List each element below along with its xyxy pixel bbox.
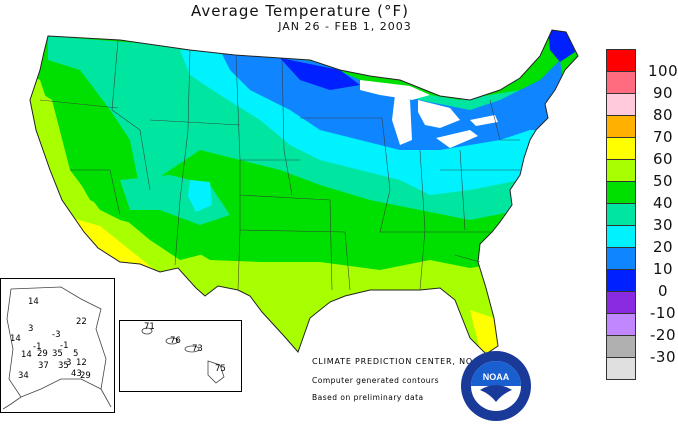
legend-label: 70 bbox=[652, 128, 674, 146]
alaska-label-10: 5 bbox=[73, 349, 79, 359]
hawaii-islands bbox=[141, 327, 225, 384]
hawaii-label-3: 73 bbox=[192, 344, 203, 354]
legend-label: -10 bbox=[650, 304, 676, 322]
legend-label: 20 bbox=[652, 238, 674, 256]
alaska-label-9: 35 bbox=[52, 349, 63, 359]
hawaii-inset bbox=[119, 320, 242, 392]
alaska-label-6: -1 bbox=[33, 342, 42, 352]
alaska-label-1: 14 bbox=[28, 297, 39, 307]
alaska-label-12: 3 bbox=[66, 358, 72, 368]
map-title: Average Temperature (°F) bbox=[191, 2, 409, 20]
legend-label: 50 bbox=[652, 172, 674, 190]
legend-label: 60 bbox=[652, 150, 674, 168]
legend-label: 10 bbox=[652, 260, 674, 278]
alaska-label-7: 14 bbox=[21, 350, 32, 360]
legend-swatch bbox=[606, 225, 636, 248]
legend-swatch bbox=[606, 357, 636, 380]
alaska-label-5: 14 bbox=[10, 334, 21, 344]
legend-label: -20 bbox=[650, 326, 676, 344]
legend-swatch bbox=[606, 159, 636, 182]
legend-swatch bbox=[606, 203, 636, 226]
legend-label: -30 bbox=[650, 348, 676, 366]
map-subtitle: JAN 26 - FEB 1, 2003 bbox=[278, 20, 412, 33]
alaska-label-16: 43 bbox=[71, 369, 82, 379]
alaska-label-11: -1 bbox=[60, 341, 69, 351]
alaska-label-4: -3 bbox=[52, 330, 61, 340]
legend-swatch bbox=[606, 313, 636, 336]
legend-swatch bbox=[606, 291, 636, 314]
legend-swatch bbox=[606, 71, 636, 94]
legend-swatch bbox=[606, 335, 636, 358]
alaska-label-15: 35 bbox=[58, 361, 69, 371]
legend-swatch bbox=[606, 137, 636, 160]
hawaii-label-4: 75 bbox=[215, 364, 226, 374]
hawaii-label-1: 71 bbox=[144, 322, 155, 332]
legend-label: 100 bbox=[648, 62, 678, 80]
legend-label: 30 bbox=[652, 216, 674, 234]
alaska-label-3: 3 bbox=[28, 324, 34, 334]
alaska-label-18: 29 bbox=[80, 371, 91, 381]
legend-label: 0 bbox=[657, 282, 669, 300]
noaa-logo: NOAA bbox=[461, 351, 531, 421]
alaska-label-8: 29 bbox=[37, 349, 48, 359]
legend-swatch bbox=[606, 269, 636, 292]
alaska-label-2: 22 bbox=[76, 317, 87, 327]
alaska-outline bbox=[2, 286, 112, 410]
alaska-inset bbox=[0, 278, 115, 413]
legend-swatch bbox=[606, 49, 636, 72]
legend-label: 40 bbox=[652, 194, 674, 212]
noaa-logo-text: NOAA bbox=[483, 372, 510, 382]
legend-label: 80 bbox=[652, 106, 674, 124]
legend-swatch bbox=[606, 115, 636, 138]
credit-org: CLIMATE PREDICTION CENTER, NOAA bbox=[312, 357, 486, 366]
alaska-label-13: 12 bbox=[76, 358, 87, 368]
hawaii-label-2: 76 bbox=[170, 336, 181, 346]
legend-swatch bbox=[606, 247, 636, 270]
credit-line-1: Computer generated contours bbox=[312, 376, 440, 385]
legend-swatch bbox=[606, 181, 636, 204]
credit-line-2: Based on preliminary data bbox=[312, 393, 424, 402]
alaska-label-17: 34 bbox=[18, 371, 29, 381]
legend-swatch bbox=[606, 93, 636, 116]
alaska-label-14: 37 bbox=[38, 361, 49, 371]
legend-label: 90 bbox=[652, 84, 674, 102]
